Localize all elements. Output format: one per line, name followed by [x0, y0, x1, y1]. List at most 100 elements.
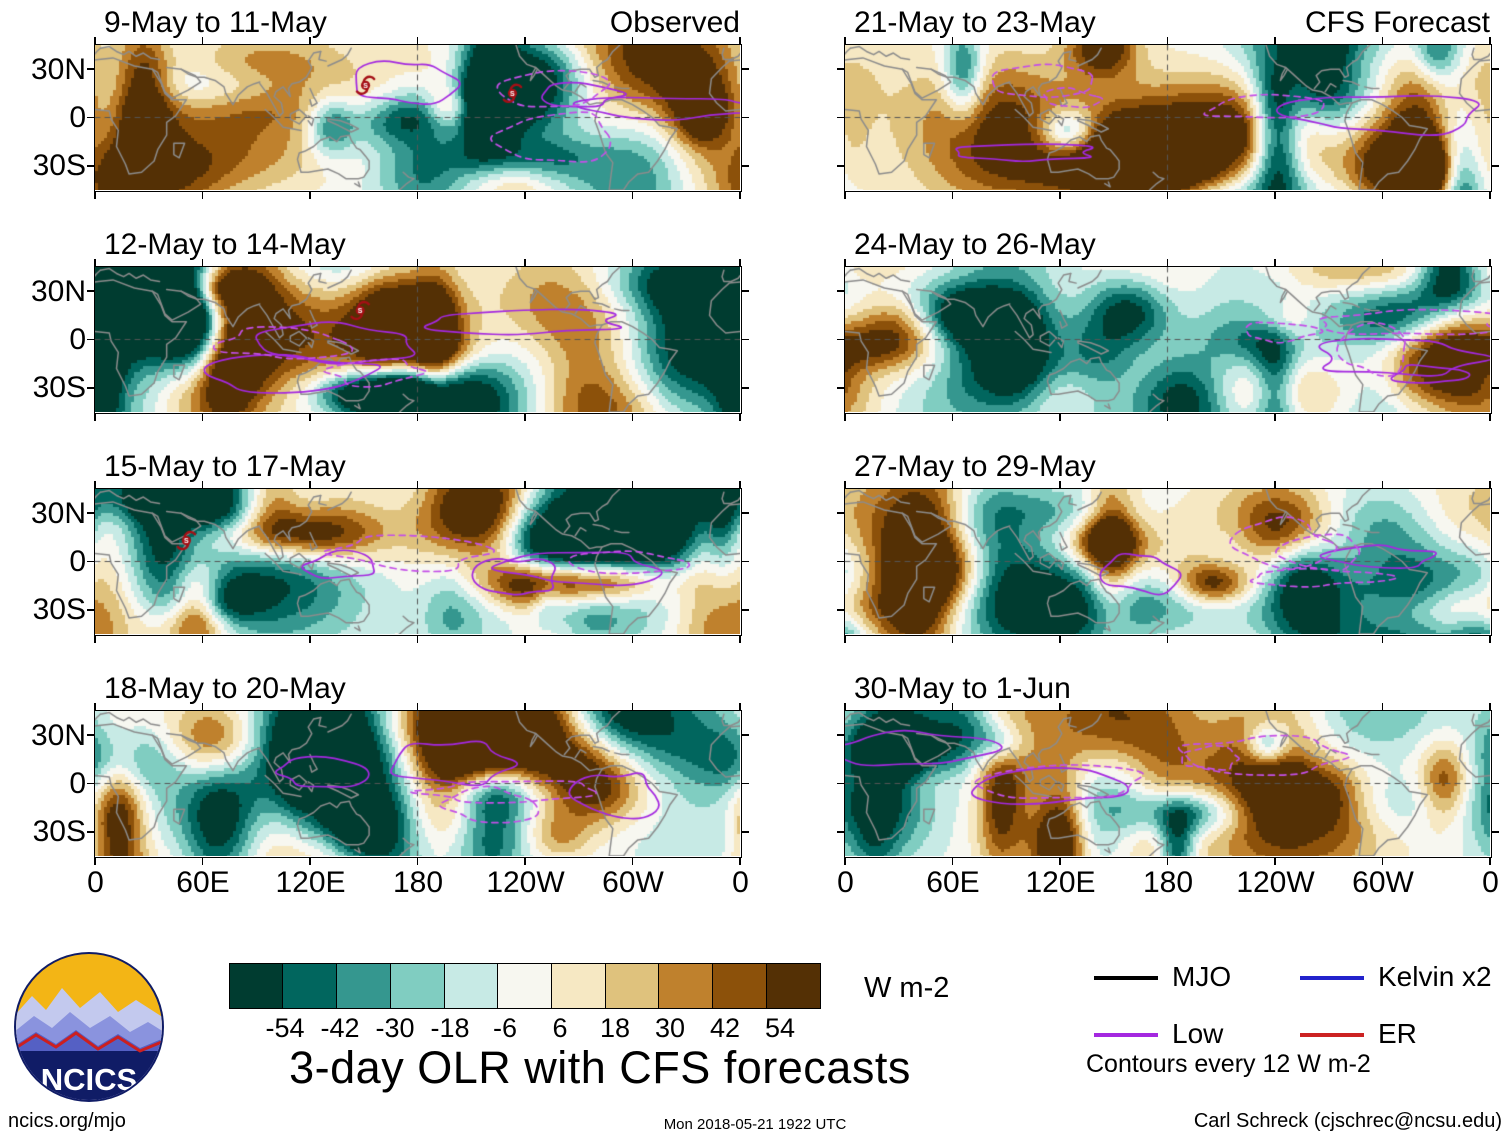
- axis-tick: [309, 191, 311, 199]
- x-axis-label: 0: [837, 866, 854, 899]
- axis-tick: [86, 338, 94, 341]
- axis-tick: [844, 480, 846, 488]
- colorbar-tick-label: 42: [709, 1013, 741, 1043]
- axis-tick: [86, 116, 94, 119]
- map-panel-fcst-4: [836, 702, 1499, 865]
- colorbar-tick-label: 30: [654, 1013, 686, 1043]
- axis-tick: [1274, 702, 1276, 710]
- axis-tick: [741, 560, 749, 563]
- x-axis-label: 0: [1482, 866, 1499, 899]
- panel-title-obs-3: 15-May to 17-May: [104, 450, 346, 483]
- axis-tick: [739, 480, 741, 488]
- axis-tick: [1166, 258, 1169, 266]
- axis-tick: [94, 857, 96, 865]
- axis-tick: [1491, 782, 1499, 785]
- axis-tick: [836, 831, 844, 833]
- figure-title: 3-day OLR with CFS forecasts: [289, 1042, 911, 1093]
- colorbar-segment: [604, 963, 660, 1009]
- axis-tick: [741, 116, 749, 119]
- panel-title-fcst-1: 21-May to 23-May: [854, 6, 1096, 39]
- colorbar-tick-label: -6: [492, 1013, 518, 1043]
- colorbar-segment: [658, 963, 714, 1009]
- axis-tick: [94, 413, 96, 421]
- contour-interval-note: Contours every 12 W m-2: [1086, 1050, 1371, 1078]
- axis-tick: [1491, 165, 1499, 167]
- colorbar-segment: [282, 963, 338, 1009]
- axis-tick: [1166, 191, 1169, 199]
- axis-tick: [836, 609, 844, 611]
- axis-tick: [844, 702, 846, 710]
- x-axis-label: 120E: [275, 866, 346, 899]
- axis-tick: [1274, 413, 1276, 421]
- axis-tick: [524, 36, 526, 44]
- axis-tick: [86, 512, 94, 514]
- axis-tick: [86, 734, 94, 736]
- axis-tick: [836, 290, 844, 292]
- axis-tick: [739, 635, 741, 643]
- axis-tick: [416, 36, 419, 44]
- axis-tick: [1166, 635, 1169, 643]
- panel-title-fcst-3: 27-May to 29-May: [854, 450, 1096, 483]
- axis-tick: [309, 36, 311, 44]
- axis-tick: [1491, 831, 1499, 833]
- y-axis-label: 0: [69, 767, 86, 800]
- axis-tick: [201, 635, 204, 643]
- colorbar-units: W m-2: [864, 972, 950, 1004]
- axis-tick: [524, 857, 526, 865]
- x-axis-label: 120W: [1236, 866, 1315, 899]
- axis-tick: [94, 191, 96, 199]
- x-axis-label: 60E: [176, 866, 230, 899]
- axis-tick: [844, 635, 846, 643]
- axis-tick: [739, 258, 741, 266]
- y-axis-label: 30S: [32, 149, 86, 183]
- colorbar-segment: [712, 963, 768, 1009]
- axis-tick: [836, 734, 844, 736]
- axis-tick: [951, 191, 954, 199]
- axis-tick: [1381, 480, 1384, 488]
- y-axis-label: 30N: [30, 52, 86, 86]
- axis-tick: [1489, 480, 1491, 488]
- colorbar-labels: -54 -42 -30 -18 -6 6 18 30 42 54: [230, 1013, 836, 1045]
- x-axis-label: 60W: [1352, 866, 1414, 899]
- colorbar-tick-label: -30: [375, 1013, 415, 1043]
- axis-tick: [741, 387, 749, 389]
- colorbar-tick-label: 54: [764, 1013, 796, 1043]
- axis-tick: [309, 635, 311, 643]
- y-axis-label: 0: [69, 101, 86, 134]
- x-axis-label: 120E: [1025, 866, 1096, 899]
- axis-tick: [844, 191, 846, 199]
- colorbar-segment: [443, 963, 499, 1009]
- olr-map-canvas-fcst-2: [845, 267, 1490, 412]
- axis-tick: [1166, 413, 1169, 421]
- axis-tick: [416, 480, 419, 488]
- axis-tick: [844, 36, 846, 44]
- axis-tick: [739, 191, 741, 199]
- map-panel-obs-1: [86, 36, 749, 199]
- x-axis-label: 60W: [602, 866, 664, 899]
- axis-tick: [1491, 734, 1499, 736]
- axis-tick: [741, 338, 749, 341]
- x-axis-label: 0: [87, 866, 104, 899]
- axis-tick: [1491, 387, 1499, 389]
- axis-tick: [86, 165, 94, 167]
- axis-tick: [94, 258, 96, 266]
- axis-tick: [1381, 258, 1384, 266]
- axis-tick: [1274, 36, 1276, 44]
- axis-tick: [86, 68, 94, 70]
- axis-tick: [201, 480, 204, 488]
- axis-tick: [524, 413, 526, 421]
- axis-tick: [741, 782, 749, 785]
- axis-tick: [1381, 857, 1384, 865]
- y-axis-label: 30S: [32, 593, 86, 627]
- axis-tick: [631, 635, 634, 643]
- colorbar-segment: [336, 963, 392, 1009]
- axis-tick: [631, 480, 634, 488]
- legend-label-kelvin: Kelvin x2: [1378, 961, 1492, 992]
- legend-label-mjo: MJO: [1172, 961, 1232, 992]
- axis-tick: [1059, 36, 1061, 44]
- logo-text: NCICS: [41, 1062, 137, 1097]
- axis-tick: [741, 68, 749, 70]
- axis-tick: [86, 290, 94, 292]
- axis-tick: [631, 258, 634, 266]
- axis-tick: [1381, 702, 1384, 710]
